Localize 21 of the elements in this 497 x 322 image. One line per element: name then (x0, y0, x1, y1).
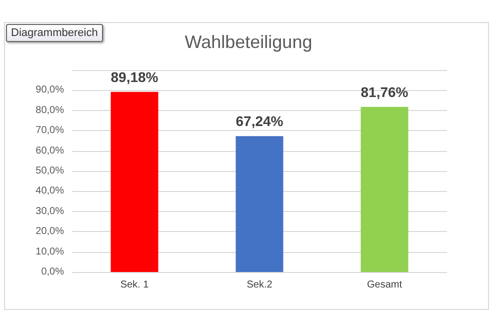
bar (360, 106, 408, 272)
data-label: 89,18% (110, 68, 159, 85)
y-tick-label: 90,0% (36, 84, 64, 96)
bar (236, 136, 284, 272)
y-tick-label: 80,0% (36, 104, 64, 116)
data-label: 67,24% (236, 113, 284, 130)
data-label: 81,76% (360, 84, 409, 100)
y-tick-label: 10,0% (36, 246, 64, 258)
chart-title: Wahlbeteiligung (184, 32, 312, 52)
y-tick-label: 50,0% (36, 166, 64, 176)
y-tick-label: 40,0% (36, 186, 64, 197)
x-tick-label: Sek. 1 (120, 280, 150, 290)
y-tick-label: 0,0% (41, 266, 64, 278)
x-tick-label: Sek.2 (246, 280, 273, 290)
text: Diagrammbereich (6, 24, 103, 42)
y-tick-label: 20,0% (36, 226, 64, 238)
y-tick-label: 70,0% (36, 125, 64, 136)
y-tick-label: 30,0% (36, 206, 64, 217)
bar (110, 92, 158, 272)
y-tick-label: 60,0% (36, 145, 64, 156)
x-tick-label: Gesamt (366, 280, 402, 290)
